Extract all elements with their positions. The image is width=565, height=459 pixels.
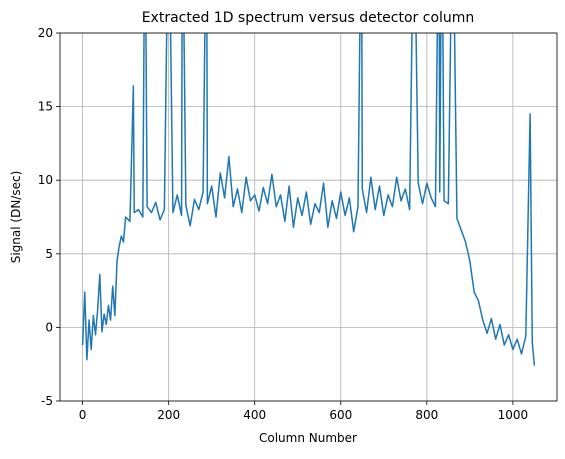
chart-title: Extracted 1D spectrum versus detector co…: [142, 10, 475, 26]
x-tick-label: 800: [415, 408, 438, 422]
x-tick-label: 200: [157, 408, 180, 422]
x-tick-label: 400: [243, 408, 266, 422]
x-tick-label: 1000: [498, 408, 529, 422]
y-axis-label: Signal (DN/sec): [9, 171, 23, 264]
y-tick-label: 5: [45, 247, 53, 261]
axes-frame: [59, 32, 558, 402]
y-tick-label: 15: [38, 100, 53, 114]
y-tick-label: 10: [38, 173, 53, 187]
grid: [60, 32, 557, 402]
x-axis-label: Column Number: [259, 431, 357, 445]
x-tick-label: 600: [329, 408, 352, 422]
plot-area: [81, 33, 536, 366]
x-tick-label: 0: [79, 408, 87, 422]
y-tick-label: -5: [41, 394, 53, 408]
y-tick-label: 20: [38, 26, 53, 40]
y-tick-label: 0: [45, 320, 53, 334]
line-series: [81, 33, 536, 366]
